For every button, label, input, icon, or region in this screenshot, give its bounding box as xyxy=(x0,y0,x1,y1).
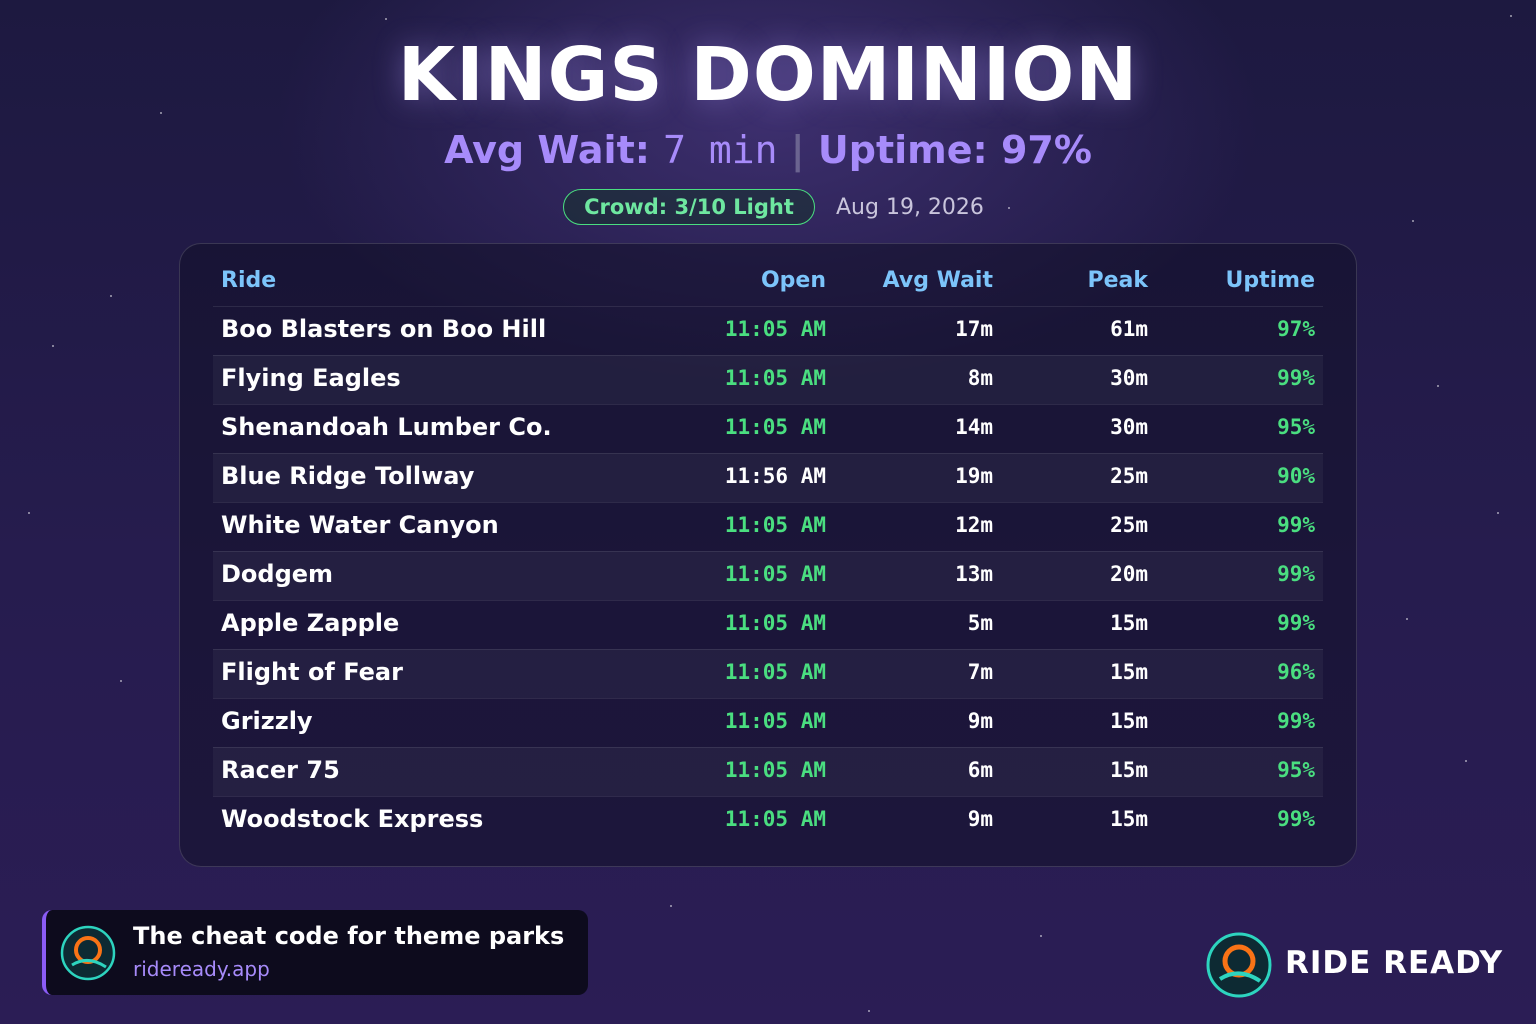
uptime-cell: 95% xyxy=(1277,415,1315,439)
brand-logo xyxy=(1206,932,1272,998)
avg-wait-cell: 7m xyxy=(967,660,993,684)
open-cell: 11:05 AM xyxy=(724,513,826,537)
brand-name: RIDE READY xyxy=(1285,945,1504,981)
uptime-cell: 96% xyxy=(1277,660,1315,684)
column-header: Peak xyxy=(1087,268,1148,293)
table-row xyxy=(213,355,1323,404)
uptime-cell: 99% xyxy=(1277,611,1315,635)
uptime-cell: 90% xyxy=(1277,464,1315,488)
ride-cell: Grizzly xyxy=(221,707,313,735)
ride-cell: Boo Blasters on Boo Hill xyxy=(221,315,547,343)
peak-cell: 30m xyxy=(1110,366,1148,390)
peak-cell: 25m xyxy=(1110,464,1148,488)
table-row xyxy=(213,600,1323,649)
uptime-cell: 97% xyxy=(1277,317,1315,341)
open-cell: 11:56 AM xyxy=(724,464,826,488)
peak-cell: 15m xyxy=(1110,660,1148,684)
table-row xyxy=(213,747,1323,796)
uptime-stat: Uptime: 97% xyxy=(817,128,1092,172)
column-header: Ride xyxy=(221,268,277,293)
open-cell: 11:05 AM xyxy=(724,709,826,733)
uptime-cell: 99% xyxy=(1277,807,1315,831)
open-cell: 11:05 AM xyxy=(724,758,826,782)
ride-cell: Blue Ridge Tollway xyxy=(221,462,475,490)
open-cell: 11:05 AM xyxy=(724,611,826,635)
open-cell: 11:05 AM xyxy=(724,415,826,439)
avg-wait-cell: 13m xyxy=(955,562,993,586)
table-card xyxy=(179,243,1357,867)
peak-cell: 15m xyxy=(1110,709,1148,733)
peak-cell: 15m xyxy=(1110,611,1148,635)
peak-cell: 61m xyxy=(1110,317,1148,341)
table-row xyxy=(213,306,1323,355)
avg-wait-label: Avg Wait: xyxy=(444,128,650,172)
table-row xyxy=(213,649,1323,698)
ride-cell: Flying Eagles xyxy=(221,364,401,392)
peak-cell: 25m xyxy=(1110,513,1148,537)
avg-wait-cell: 6m xyxy=(967,758,993,782)
ride-cell: Shenandoah Lumber Co. xyxy=(221,413,552,441)
ride-cell: Dodgem xyxy=(221,560,334,588)
ride-cell: Woodstock Express xyxy=(221,805,484,833)
avg-wait-cell: 8m xyxy=(967,366,993,390)
ride-cell: Racer 75 xyxy=(221,756,340,784)
open-cell: 11:05 AM xyxy=(724,366,826,390)
date: Aug 19, 2026 xyxy=(836,195,984,220)
table-row xyxy=(213,404,1323,453)
open-cell: 11:05 AM xyxy=(724,807,826,831)
uptime-cell: 99% xyxy=(1277,709,1315,733)
avg-wait-value: 7 min xyxy=(663,128,778,172)
peak-cell: 30m xyxy=(1110,415,1148,439)
avg-wait-cell: 14m xyxy=(955,415,993,439)
peak-cell: 15m xyxy=(1110,807,1148,831)
separator: | xyxy=(790,128,805,172)
peak-cell: 15m xyxy=(1110,758,1148,782)
avg-wait-cell: 9m xyxy=(967,709,993,733)
uptime-cell: 95% xyxy=(1277,758,1315,782)
table-row xyxy=(213,796,1323,845)
column-header: Avg Wait xyxy=(882,268,993,293)
open-cell: 11:05 AM xyxy=(724,660,826,684)
uptime-cell: 99% xyxy=(1277,562,1315,586)
table-row xyxy=(213,698,1323,747)
avg-wait-cell: 9m xyxy=(967,807,993,831)
table-row xyxy=(213,551,1323,600)
column-header: Uptime xyxy=(1225,268,1315,293)
ride-cell: Apple Zapple xyxy=(221,609,400,637)
uptime-cell: 99% xyxy=(1277,366,1315,390)
table-row xyxy=(213,453,1323,502)
table-row xyxy=(213,502,1323,551)
app-logo xyxy=(60,925,116,981)
avg-wait-cell: 12m xyxy=(955,513,993,537)
avg-wait-cell: 19m xyxy=(955,464,993,488)
ride-cell: Flight of Fear xyxy=(221,658,403,686)
peak-cell: 20m xyxy=(1110,562,1148,586)
url[interactable]: rideready.app xyxy=(133,957,270,981)
column-header: Open xyxy=(760,268,826,293)
avg-wait-cell: 17m xyxy=(955,317,993,341)
promo-box xyxy=(42,910,588,995)
open-cell: 11:05 AM xyxy=(724,562,826,586)
park-title: KINGS DOMINION xyxy=(397,32,1139,118)
crowd-badge: Crowd: 3/10 Light xyxy=(563,189,815,225)
tagline: The cheat code for theme parks xyxy=(133,922,565,950)
park-stats: Avg Wait: 7 min | Uptime: 97% xyxy=(0,128,1536,172)
open-cell: 11:05 AM xyxy=(724,317,826,341)
ride-cell: White Water Canyon xyxy=(221,511,499,539)
uptime-cell: 99% xyxy=(1277,513,1315,537)
avg-wait-cell: 5m xyxy=(967,611,993,635)
